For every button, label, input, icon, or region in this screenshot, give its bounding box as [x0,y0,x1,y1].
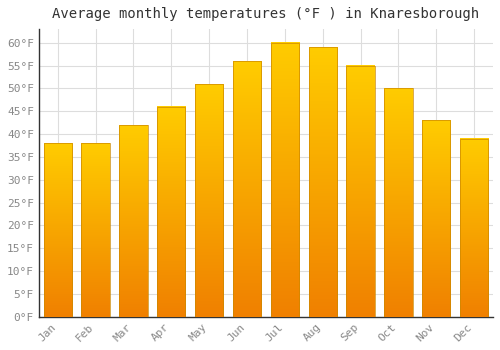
Bar [308,47,337,317]
Bar [157,107,186,317]
Bar [195,84,224,317]
Bar [270,43,299,317]
Bar [422,120,450,317]
Bar [346,65,375,317]
Bar [460,139,488,317]
Bar [82,143,110,317]
Bar [119,125,148,317]
Bar [233,61,261,317]
Bar [384,89,412,317]
Bar [44,143,72,317]
Title: Average monthly temperatures (°F ) in Knaresborough: Average monthly temperatures (°F ) in Kn… [52,7,480,21]
